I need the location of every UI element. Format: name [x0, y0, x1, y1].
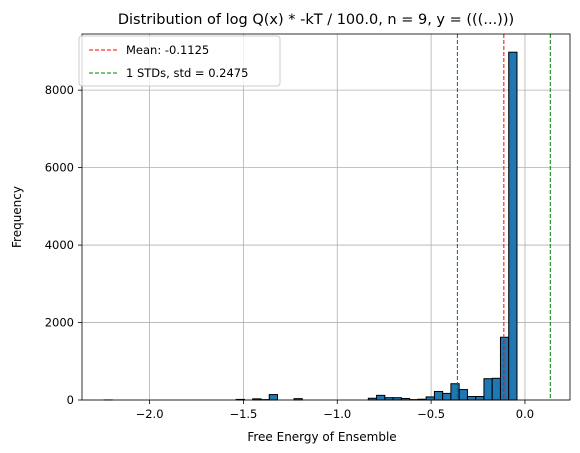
y-tick-label: 6000: [45, 161, 74, 175]
x-tick-label: −2.0: [136, 407, 164, 421]
x-tick-label: −1.0: [323, 407, 351, 421]
legend: Mean: -0.1125 1 STDs, std = 0.2475: [78, 35, 281, 87]
y-axis-ticks: 0 2000 4000 6000 8000: [45, 83, 82, 407]
histogram-bar: [450, 383, 460, 401]
histogram-bar: [442, 392, 452, 401]
histogram-bar: [491, 377, 501, 401]
y-axis-label: Frequency: [10, 186, 24, 248]
x-tick-label: −1.5: [229, 407, 257, 421]
y-tick-label: 4000: [45, 238, 74, 252]
histogram-bar: [458, 389, 468, 401]
y-tick-label: 2000: [45, 316, 74, 330]
plot-frame: [81, 33, 571, 401]
histogram-bar: [483, 378, 493, 401]
histogram-bar: [508, 51, 518, 401]
legend-std-label: 1 STDs, std = 0.2475: [126, 66, 248, 80]
legend-mean-label: Mean: -0.1125: [126, 43, 209, 57]
histogram-bar: [268, 394, 278, 401]
histogram-bar: [499, 336, 510, 401]
x-axis-ticks: −2.0 −1.5 −1.0 −0.5 0.0: [136, 400, 534, 421]
y-tick-label: 0: [67, 393, 74, 407]
x-tick-label: 0.0: [516, 407, 534, 421]
reference-lines: [456, 34, 551, 400]
histogram-bar: [376, 394, 386, 401]
histogram-bar: [466, 396, 477, 401]
histogram-bar: [433, 390, 444, 401]
x-axis-label: Free Energy of Ensemble: [247, 430, 396, 444]
histogram-bar: [425, 396, 435, 401]
histogram-bar: [475, 396, 485, 401]
chart-title: Distribution of log Q(x) * -kT / 100.0, …: [118, 12, 514, 28]
y-tick-label: 8000: [45, 83, 74, 97]
x-tick-label: −0.5: [417, 407, 445, 421]
legend-box: [78, 35, 281, 87]
